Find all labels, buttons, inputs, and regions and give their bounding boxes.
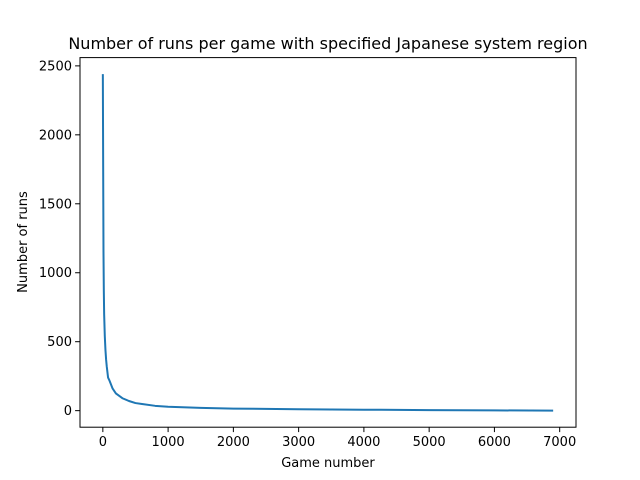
series-line	[101, 74, 554, 412]
chart-title: Number of runs per game with specified J…	[68, 34, 587, 53]
x-tick-label: 4000	[347, 435, 380, 450]
x-tick-label: 3000	[282, 435, 315, 450]
x-tick-label: 5000	[413, 435, 446, 450]
plot-frame	[79, 57, 577, 428]
y-tick-label: 500	[47, 335, 72, 350]
x-tick-label: 0	[99, 435, 107, 450]
y-tick-label: 1500	[39, 197, 72, 212]
x-axis: 0 1000 2000 3000 4000 5000 6000 7000	[99, 427, 576, 450]
y-tick-label: 0	[64, 404, 72, 419]
y-tick-label: 2500	[39, 59, 72, 74]
y-tick-label: 2000	[39, 128, 72, 143]
plot-area	[101, 74, 554, 412]
x-tick-label: 1000	[152, 435, 185, 450]
x-tick-label: 6000	[478, 435, 511, 450]
x-axis-title: Game number	[281, 456, 375, 471]
x-tick-label: 2000	[217, 435, 250, 450]
y-axis: 0 500 1000 1500 2000 2500	[39, 59, 80, 419]
x-tick-label: 7000	[543, 435, 576, 450]
y-axis-title: Number of runs	[16, 191, 31, 293]
y-tick-label: 1000	[39, 266, 72, 281]
